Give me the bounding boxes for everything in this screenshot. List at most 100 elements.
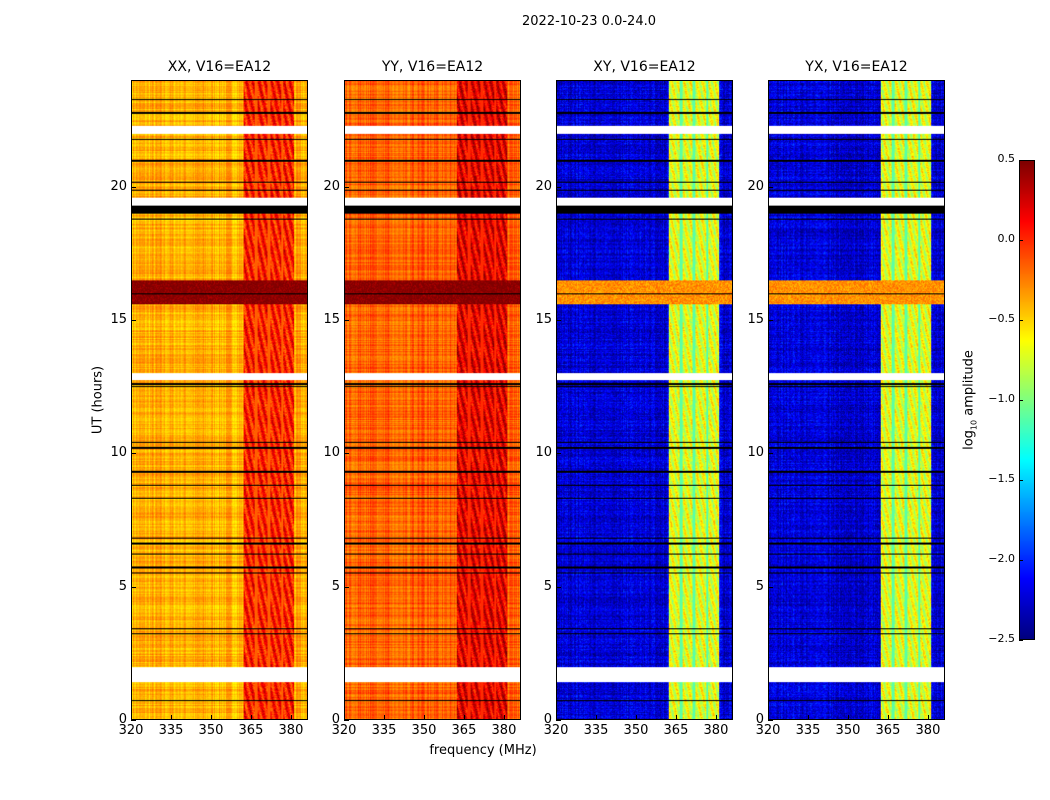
y-tick-label: 10: [323, 445, 340, 461]
x-tick-label: 380: [915, 723, 941, 738]
x-tick-label: 350: [198, 723, 224, 738]
heatmap-image: [132, 81, 307, 719]
panel-title: YX, V16=EA12: [805, 59, 908, 75]
x-axis-label: frequency (MHz): [429, 743, 537, 758]
x-tick-label: 380: [491, 723, 517, 738]
x-tick: [807, 715, 809, 720]
x-tick-label: 320: [331, 723, 357, 738]
y-tick-label: 10: [747, 445, 764, 461]
x-tick-label: 320: [543, 723, 569, 738]
colorbar-label-tail: amplitude: [961, 350, 977, 420]
y-tick-label: 0: [543, 712, 552, 727]
x-tick: [423, 715, 425, 720]
y-tick-label: 5: [755, 578, 764, 594]
x-tick-label: 380: [703, 723, 729, 738]
heatmap-panel-3: [556, 80, 733, 720]
x-tick-label: 380: [278, 723, 304, 738]
y-tick: [556, 453, 561, 455]
panel-title: XX, V16=EA12: [167, 59, 272, 75]
heatmap-image: [557, 81, 732, 719]
x-tick-label: 320: [118, 723, 144, 738]
y-tick: [556, 720, 561, 721]
colorbar-tick: [1019, 640, 1023, 641]
x-tick: [675, 715, 677, 720]
heatmap-image: [769, 81, 944, 719]
heatmap-panel-1: [131, 80, 308, 720]
colorbar-label-sub: 10: [969, 419, 979, 431]
y-tick-label: 5: [118, 578, 127, 594]
x-tick-label: 350: [623, 723, 649, 738]
colorbar-tick-label: −2.5: [988, 632, 1015, 645]
heatmap-panel-4: [768, 80, 945, 720]
x-tick: [927, 715, 929, 720]
x-tick-label: 365: [451, 723, 477, 738]
colorbar-tick: [1019, 320, 1023, 321]
colorbar-tick-label: −0.5: [988, 312, 1015, 325]
heatmap-image: [345, 81, 520, 719]
x-tick: [768, 715, 769, 720]
y-tick-label: 0: [755, 712, 764, 727]
x-tick: [715, 715, 717, 720]
y-tick: [344, 453, 349, 455]
y-tick: [344, 720, 349, 721]
colorbar-tick: [1019, 240, 1023, 241]
colorbar-tick: [1019, 400, 1023, 401]
suptitle: 2022-10-23 0.0-24.0: [522, 14, 656, 29]
x-tick: [170, 715, 172, 720]
y-tick-label: 5: [543, 578, 552, 594]
y-tick-label: 15: [535, 312, 552, 327]
x-tick: [503, 715, 505, 720]
y-tick: [131, 586, 136, 588]
y-tick-label: 5: [331, 578, 340, 594]
x-tick: [344, 715, 345, 720]
colorbar-tick: [1019, 560, 1023, 561]
y-tick: [131, 453, 136, 455]
y-tick-label: 10: [110, 445, 127, 461]
panel-title: XY, V16=EA12: [593, 59, 696, 75]
x-tick-label: 365: [238, 723, 264, 738]
colorbar-tick-label: −1.5: [988, 472, 1015, 485]
x-tick: [463, 715, 465, 720]
y-tick: [768, 320, 773, 321]
y-tick: [768, 720, 773, 721]
y-tick-label: 10: [535, 445, 552, 461]
y-tick: [344, 586, 349, 588]
x-tick: [847, 715, 849, 720]
colorbar-tick: [1019, 480, 1023, 481]
y-tick-label: 20: [747, 178, 764, 194]
x-tick: [556, 715, 557, 720]
x-tick-label: 335: [795, 723, 821, 738]
y-tick: [131, 720, 136, 721]
y-tick: [556, 586, 561, 588]
y-tick: [344, 186, 349, 188]
y-tick-label: 0: [118, 712, 127, 727]
y-tick: [768, 453, 773, 455]
colorbar-tick-label: 0.0: [997, 232, 1016, 245]
x-tick-label: 365: [875, 723, 901, 738]
y-tick: [556, 186, 561, 188]
y-tick-label: 20: [535, 178, 552, 194]
y-tick-label: 20: [110, 178, 127, 194]
x-tick: [131, 715, 132, 720]
y-tick: [344, 320, 349, 321]
colorbar-label: log10 amplitude: [962, 350, 979, 450]
colorbar-tick: [1019, 160, 1023, 161]
colorbar-label-main: log: [961, 430, 977, 450]
x-tick-label: 335: [371, 723, 397, 738]
y-tick-label: 15: [747, 312, 764, 327]
y-tick-label: 0: [331, 712, 340, 727]
x-tick-label: 335: [158, 723, 184, 738]
x-tick: [595, 715, 597, 720]
y-tick: [131, 186, 136, 188]
x-tick-label: 320: [755, 723, 781, 738]
heatmap-panel-2: [344, 80, 521, 720]
colorbar-tick-label: −1.0: [988, 392, 1015, 405]
x-tick-label: 335: [583, 723, 609, 738]
y-tick-label: 15: [110, 312, 127, 327]
x-tick: [290, 715, 292, 720]
y-tick: [768, 586, 773, 588]
y-tick: [131, 320, 136, 321]
x-tick: [210, 715, 212, 720]
y-tick-label: 20: [323, 178, 340, 194]
